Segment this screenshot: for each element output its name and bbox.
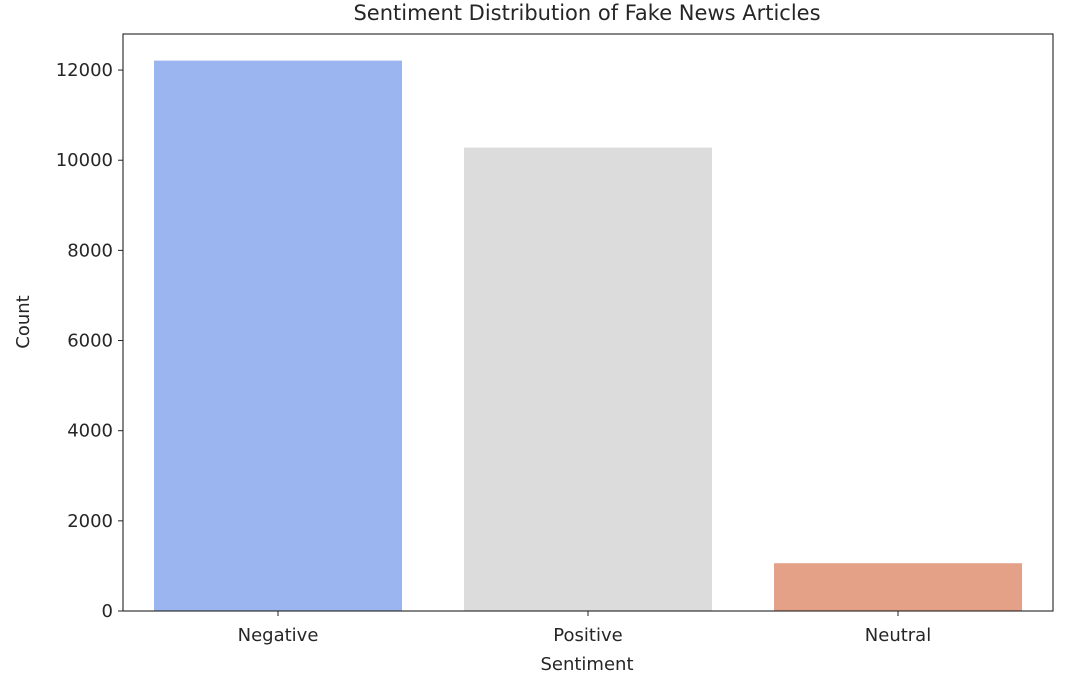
- y-tick-label: 4000: [67, 421, 113, 442]
- y-tick-label: 0: [102, 601, 113, 622]
- x-axis-label: Sentiment: [540, 654, 633, 675]
- y-axis-ticks: 0 2000 4000 6000 8000 10000 12000: [56, 60, 123, 622]
- bars-group: [154, 60, 1022, 612]
- y-tick-label: 6000: [67, 331, 113, 352]
- y-tick-label: 10000: [56, 150, 113, 171]
- x-tick-label: Neutral: [865, 625, 931, 646]
- x-tick-label: Positive: [553, 625, 622, 646]
- y-axis-label: Count: [13, 295, 34, 348]
- y-tick-label: 8000: [67, 240, 113, 261]
- x-axis-ticks: Negative Positive Neutral: [238, 611, 931, 646]
- y-tick-label: 12000: [56, 60, 113, 81]
- chart-title: Sentiment Distribution of Fake News Arti…: [353, 1, 820, 25]
- bar-negative: [154, 60, 402, 612]
- y-tick-label: 2000: [67, 511, 113, 532]
- bar-positive: [464, 147, 712, 612]
- bar-neutral: [774, 563, 1022, 611]
- x-tick-label: Negative: [238, 625, 319, 646]
